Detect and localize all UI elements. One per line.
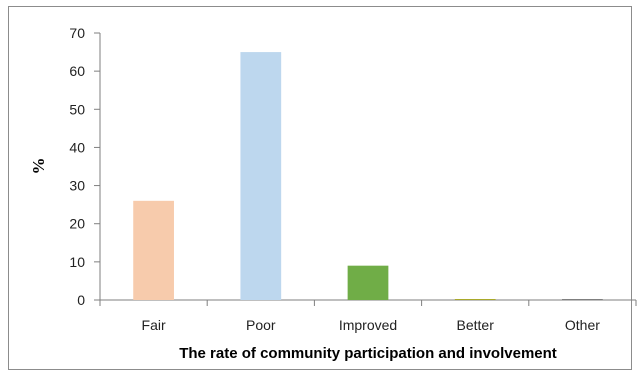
chart-frame — [8, 6, 632, 370]
bar-poor — [240, 52, 282, 301]
bar-better — [454, 299, 496, 300]
y-tick-label: 20 — [69, 216, 85, 232]
y-tick-label: 50 — [69, 101, 85, 117]
y-tick-label: 40 — [69, 139, 85, 155]
y-axis-label: % — [29, 158, 48, 175]
bar-other — [562, 299, 603, 300]
x-tick-label: Other — [565, 317, 600, 333]
x-tick-label: Poor — [246, 317, 276, 333]
x-tick-label: Improved — [339, 317, 397, 333]
bars — [133, 52, 603, 301]
y-tick-label: 30 — [69, 178, 85, 194]
x-tick-label: Better — [457, 317, 495, 333]
y-axis: 0 10 20 30 40 50 60 70 — [69, 25, 101, 308]
y-tick-label: 0 — [77, 292, 85, 308]
x-axis: Fair Poor Improved Better Other — [99, 299, 637, 333]
y-tick-label: 10 — [69, 254, 85, 270]
bar-improved — [347, 265, 389, 300]
x-tick-label: Fair — [142, 317, 166, 333]
y-tick-label: 70 — [69, 25, 85, 41]
bar-fair — [133, 200, 174, 300]
x-axis-label: The rate of community participation and … — [179, 345, 557, 362]
y-tick-label: 60 — [69, 63, 85, 79]
